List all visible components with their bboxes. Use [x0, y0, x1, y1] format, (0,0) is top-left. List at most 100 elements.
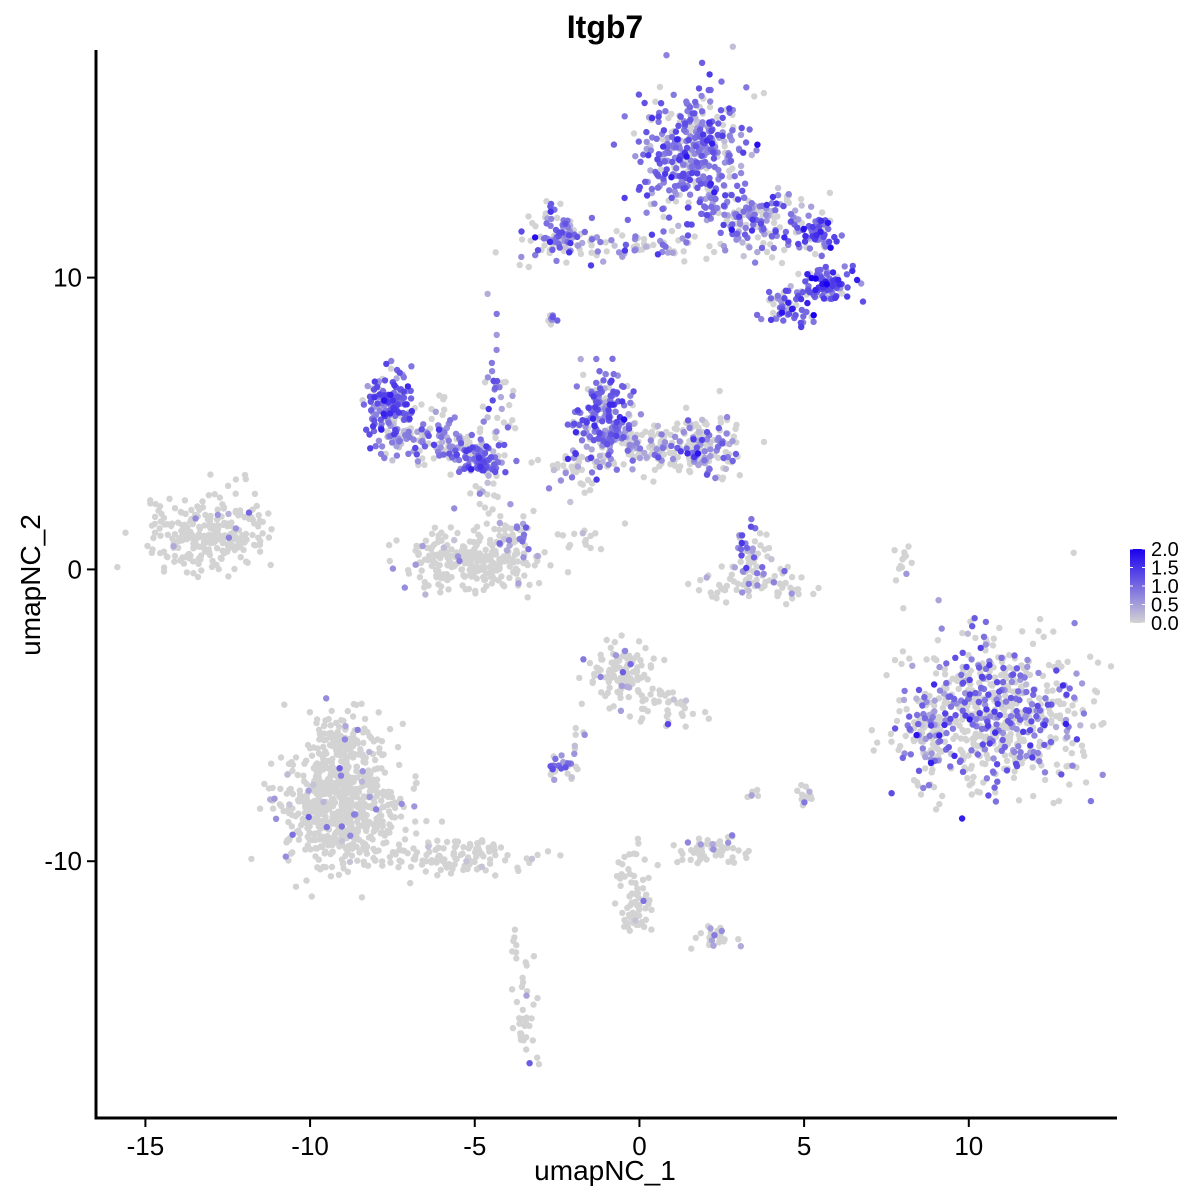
cell-point [442, 533, 449, 540]
cell-point [826, 189, 834, 196]
cell-point [773, 200, 780, 207]
cell-point [770, 579, 777, 586]
cell-point [621, 520, 629, 527]
cell-point [295, 836, 303, 843]
cell-point [418, 567, 425, 574]
cell-point [1044, 688, 1051, 695]
cell-point [181, 497, 189, 504]
cell-point [827, 244, 834, 251]
cell-point [637, 718, 644, 725]
cell-point [720, 202, 728, 209]
cell-point [647, 147, 655, 154]
cell-point [942, 710, 949, 717]
cell-point [374, 400, 381, 407]
cell-point [483, 582, 490, 590]
cell-point [144, 542, 151, 550]
cell-point [706, 174, 713, 182]
cell-point [597, 238, 604, 246]
cell-point [675, 182, 682, 189]
cell-point [513, 457, 520, 465]
cell-point [993, 679, 1001, 686]
cell-point [477, 425, 484, 432]
cell-point [697, 930, 704, 937]
cell-point [1007, 713, 1015, 720]
cell-point [443, 838, 451, 846]
cell-point [581, 489, 588, 496]
cell-point [660, 127, 668, 134]
cell-point [802, 783, 810, 790]
cell-point [411, 803, 418, 810]
cell-point [519, 538, 526, 545]
cell-point [1020, 728, 1027, 735]
cell-point [597, 545, 605, 553]
cell-point [572, 429, 580, 436]
cell-point [670, 91, 677, 99]
cell-point [634, 885, 641, 892]
cell-point [586, 659, 594, 667]
cell-point [725, 839, 732, 846]
cell-point [384, 829, 391, 836]
cell-point [915, 767, 923, 774]
cell-point [284, 771, 291, 778]
cell-point [1107, 663, 1115, 670]
cell-point [669, 689, 676, 696]
cell-point [419, 542, 426, 550]
cell-point [806, 245, 814, 252]
cell-point [716, 934, 723, 942]
cell-point [476, 490, 483, 497]
cell-point [500, 379, 507, 386]
cell-point [602, 239, 609, 246]
cell-point [361, 725, 368, 732]
cell-point [211, 491, 218, 498]
cell-point [1035, 627, 1042, 635]
cell-point [1034, 702, 1041, 710]
cell-point [675, 467, 683, 474]
cell-point [931, 697, 938, 704]
cell-point [751, 93, 758, 100]
cell-point [1069, 740, 1076, 747]
legend-tick-label: 1.0 [1151, 576, 1179, 598]
cell-point [1029, 640, 1037, 647]
cell-point [376, 749, 383, 756]
cell-point [455, 456, 463, 464]
cell-point [619, 253, 626, 260]
cell-point [710, 149, 717, 156]
cell-point [715, 424, 722, 432]
cell-point [501, 526, 508, 534]
cell-point [413, 830, 420, 837]
cell-point [729, 845, 737, 852]
cell-point [985, 691, 992, 698]
cell-point [723, 413, 731, 421]
cell-point [283, 790, 290, 797]
cell-point [588, 214, 596, 222]
cell-point [901, 687, 908, 695]
cell-point [994, 700, 1001, 708]
cell-point [430, 455, 437, 462]
cell-point [684, 450, 691, 457]
cell-point [492, 872, 499, 879]
cell-point [654, 861, 661, 869]
cell-point [509, 1024, 517, 1032]
cell-point [526, 1022, 533, 1030]
cell-point [232, 525, 240, 532]
cell-point [354, 774, 361, 781]
cell-point [641, 99, 648, 107]
cell-point [701, 448, 708, 455]
cell-point [151, 529, 159, 536]
cell-point [956, 758, 964, 765]
cell-point [668, 133, 676, 141]
cell-point [785, 238, 792, 245]
cell-point [829, 269, 837, 276]
cell-point [632, 233, 639, 240]
cell-point [823, 281, 830, 288]
cell-point [938, 625, 945, 632]
cell-point [621, 647, 629, 655]
cell-point [844, 284, 851, 291]
cell-point [888, 738, 895, 745]
cell-point [480, 418, 487, 425]
cell-point [733, 230, 741, 237]
cell-point [585, 404, 592, 411]
cell-point [361, 823, 368, 831]
cell-point [816, 223, 823, 230]
cell-point [388, 357, 395, 365]
